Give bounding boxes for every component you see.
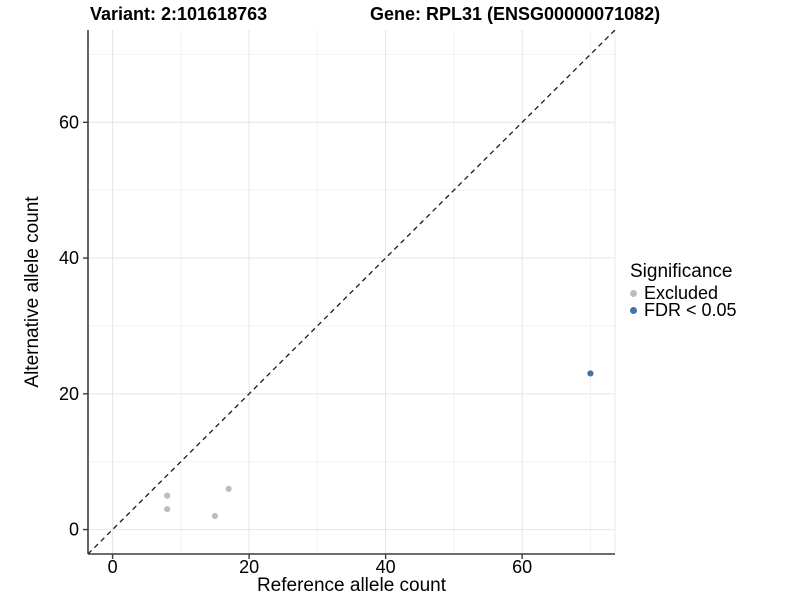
x-axis-title: Reference allele count [256, 575, 447, 596]
legend-key-excluded-icon [630, 290, 637, 297]
x-tick-label: 60 [512, 557, 532, 577]
data-point-fdr-0-05 [587, 370, 594, 377]
plot-title-gene: Gene: RPL31 (ENSG00000071082) [370, 4, 661, 24]
legend-item-label: Excluded [644, 283, 719, 303]
x-tick-label: 40 [376, 557, 396, 577]
data-point-excluded [211, 512, 219, 520]
legend-key-fdr-icon [630, 307, 637, 314]
y-tick-label: 60 [59, 112, 79, 132]
legend-item-label: FDR < 0.05 [644, 300, 737, 320]
data-point-excluded [164, 506, 171, 513]
x-tick-label: 20 [239, 557, 259, 577]
legend-item-excluded: Excluded [630, 283, 737, 303]
legend-item-fdr: FDR < 0.05 [630, 300, 737, 320]
plot-title-variant: Variant: 2:101618763 [90, 4, 268, 24]
y-axis-title: Alternative allele count [22, 196, 43, 388]
data-point-excluded [225, 485, 232, 492]
legend-title: Significance [630, 261, 733, 282]
identity-line [87, 29, 616, 555]
legend: Significance Excluded FDR < 0.05 [630, 261, 737, 320]
data-point-excluded [164, 492, 171, 499]
y-tick-label: 40 [59, 248, 79, 268]
x-tick-label: 0 [108, 557, 118, 577]
y-tick-label: 0 [69, 520, 79, 540]
y-tick-label: 20 [59, 384, 79, 404]
